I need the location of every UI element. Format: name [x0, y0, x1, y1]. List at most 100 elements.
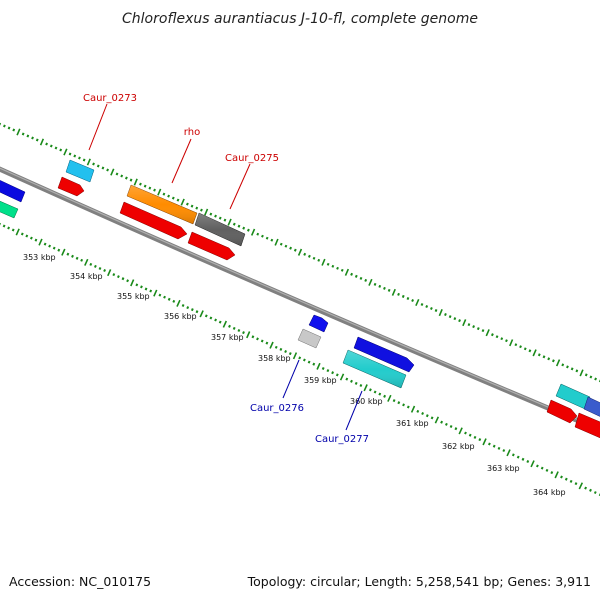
- minor-tick: [129, 178, 133, 182]
- gene-label-caur0276[interactable]: Caur_0276: [250, 403, 304, 414]
- minor-tick: [570, 367, 574, 371]
- feature-right-red1[interactable]: [546, 399, 578, 424]
- scale-label: 357 kbp: [211, 333, 244, 342]
- minor-tick: [7, 126, 11, 130]
- minor-tick: [284, 244, 288, 248]
- feature-caur0277-blue[interactable]: [353, 336, 415, 373]
- minor-tick: [464, 431, 467, 435]
- minor-tick: [144, 287, 148, 291]
- minor-tick: [454, 427, 458, 431]
- major-tick: [110, 168, 115, 176]
- minor-tick: [335, 373, 339, 377]
- minor-tick: [495, 335, 499, 339]
- minor-tick: [487, 442, 491, 446]
- minor-tick: [204, 314, 208, 318]
- minor-tick: [336, 266, 339, 270]
- minor-tick: [48, 244, 52, 248]
- minor-tick: [505, 339, 508, 343]
- minor-tick: [116, 275, 120, 279]
- scale-label: 361 kbp: [396, 419, 429, 428]
- feature-caur0276-silver[interactable]: [297, 328, 322, 349]
- minor-tick: [2, 224, 6, 228]
- minor-tick: [270, 238, 274, 242]
- gene-label-caur0275[interactable]: Caur_0275: [225, 153, 279, 164]
- feature-caur0273-red[interactable]: [57, 176, 85, 197]
- minor-tick: [214, 318, 218, 322]
- major-tick: [157, 188, 162, 196]
- minor-tick: [500, 337, 504, 341]
- major-tick: [387, 394, 392, 402]
- feature-right-blue[interactable]: [583, 396, 600, 417]
- major-tick: [410, 405, 416, 413]
- minor-tick: [186, 306, 190, 310]
- minor-tick: [190, 204, 194, 208]
- gene-label-rho[interactable]: rho: [184, 127, 200, 138]
- genome-backbone-highlight: [0, 167, 600, 430]
- minor-tick: [293, 248, 297, 252]
- minor-tick: [52, 246, 56, 250]
- major-tick: [297, 248, 303, 256]
- minor-tick: [167, 297, 171, 301]
- feature-blue-left[interactable]: [0, 178, 26, 203]
- minor-tick: [317, 258, 321, 262]
- minor-tick: [514, 343, 518, 347]
- minor-tick: [561, 363, 565, 367]
- minor-tick: [228, 324, 231, 328]
- minor-tick: [490, 333, 494, 337]
- minor-tick: [589, 488, 592, 492]
- minor-tick: [521, 457, 525, 461]
- minor-tick: [359, 276, 363, 280]
- major-tick: [222, 320, 228, 328]
- minor-tick: [345, 377, 349, 381]
- major-tick: [86, 158, 91, 166]
- minor-tick: [492, 444, 496, 448]
- feature-caur0275-red[interactable]: [187, 231, 236, 261]
- feature-green-left[interactable]: [0, 199, 19, 219]
- major-tick: [204, 208, 209, 216]
- gene-label-caur0273[interactable]: Caur_0273: [83, 93, 137, 104]
- minor-tick: [540, 466, 544, 470]
- minor-tick: [11, 228, 15, 232]
- major-tick: [485, 329, 490, 337]
- label-leaders: [88, 103, 363, 431]
- feature-right-red2[interactable]: [574, 412, 600, 440]
- minor-tick: [279, 347, 283, 351]
- minor-tick: [256, 337, 259, 341]
- minor-tick: [303, 252, 307, 256]
- feature-caur0276-blue[interactable]: [308, 314, 329, 333]
- feature-rho-red[interactable]: [119, 201, 188, 240]
- major-tick: [133, 178, 138, 186]
- forward-strand-ticks: [0, 122, 600, 383]
- minor-tick: [25, 234, 29, 238]
- minor-tick: [425, 414, 429, 418]
- feature-caur0273-cyan[interactable]: [65, 159, 95, 183]
- major-tick: [274, 238, 279, 246]
- minor-tick: [547, 357, 551, 361]
- major-tick: [39, 138, 45, 146]
- minor-tick: [261, 234, 264, 238]
- minor-tick: [551, 359, 555, 363]
- minor-tick: [331, 371, 335, 375]
- minor-tick: [242, 331, 245, 335]
- minor-tick: [181, 303, 185, 308]
- minor-tick: [502, 449, 506, 453]
- minor-tick: [103, 268, 107, 273]
- minor-tick: [176, 198, 180, 202]
- minor-tick: [321, 366, 325, 371]
- minor-tick: [397, 292, 400, 296]
- minor-tick: [411, 298, 415, 303]
- minor-tick: [82, 158, 86, 162]
- minor-tick: [20, 232, 24, 236]
- major-tick: [506, 449, 511, 457]
- map-title: Chloroflexus aurantiacus J-10-fl, comple…: [122, 11, 478, 27]
- scale-label: 359 kbp: [304, 376, 337, 385]
- minor-tick: [421, 411, 425, 416]
- minor-tick: [519, 345, 522, 349]
- major-tick: [530, 460, 535, 468]
- minor-tick: [200, 208, 203, 212]
- gene-label-caur0277[interactable]: Caur_0277: [315, 434, 369, 445]
- minor-tick: [73, 154, 77, 158]
- scale-label: 353 kbp: [23, 253, 56, 262]
- major-tick: [107, 269, 112, 277]
- minor-tick: [472, 325, 476, 329]
